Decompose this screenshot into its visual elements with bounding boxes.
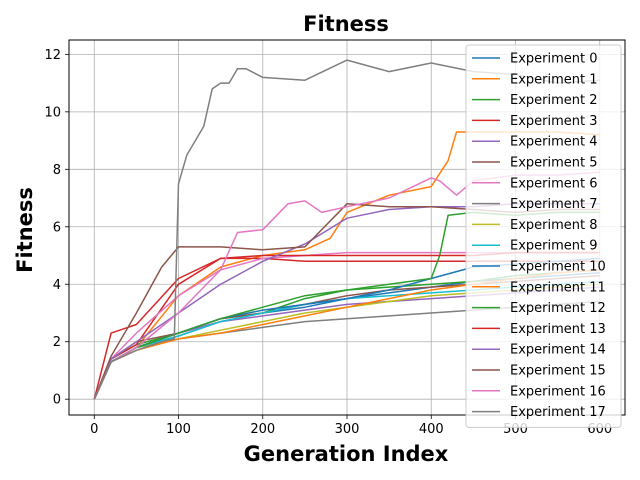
y-tick-label: 6: [53, 220, 61, 235]
legend-label: Experiment 10: [510, 260, 606, 275]
legend-label: Experiment 4: [510, 135, 598, 150]
y-tick-label: 12: [44, 48, 61, 63]
legend-label: Experiment 6: [510, 176, 598, 191]
legend-label: Experiment 1: [510, 72, 598, 87]
legend-label: Experiment 13: [510, 322, 606, 337]
legend-label: Experiment 15: [510, 364, 606, 379]
legend-label: Experiment 14: [510, 343, 606, 358]
x-tick-label: 200: [250, 422, 275, 437]
x-tick-label: 100: [166, 422, 191, 437]
legend-label: Experiment 11: [510, 280, 606, 295]
legend-label: Experiment 0: [510, 52, 598, 67]
x-tick-label: 0: [90, 422, 98, 437]
legend-label: Experiment 3: [510, 114, 598, 129]
y-tick-label: 0: [53, 393, 61, 408]
legend-label: Experiment 7: [510, 197, 598, 212]
legend-label: Experiment 12: [510, 301, 606, 316]
y-tick-label: 2: [53, 335, 61, 350]
x-tick-label: 300: [335, 422, 360, 437]
chart-title: Fitness: [303, 12, 389, 36]
legend-label: Experiment 5: [510, 156, 598, 171]
y-tick-label: 10: [44, 105, 61, 120]
y-axis-title: Fitness: [13, 187, 37, 273]
y-tick-label: 8: [53, 163, 61, 178]
x-tick-label: 400: [419, 422, 444, 437]
series-line-17: [93, 59, 600, 400]
legend-label: Experiment 9: [510, 239, 598, 254]
x-axis-title: Generation Index: [244, 442, 449, 466]
y-tick-label: 4: [53, 278, 61, 293]
legend-label: Experiment 8: [510, 218, 598, 233]
legend-box: [465, 44, 622, 428]
legend-label: Experiment 17: [510, 405, 606, 420]
legend-label: Experiment 2: [510, 93, 598, 108]
legend: Experiment 0 Experiment 1 Experiment 2 Expe…: [465, 44, 622, 428]
legend-label: Experiment 16: [510, 384, 606, 399]
